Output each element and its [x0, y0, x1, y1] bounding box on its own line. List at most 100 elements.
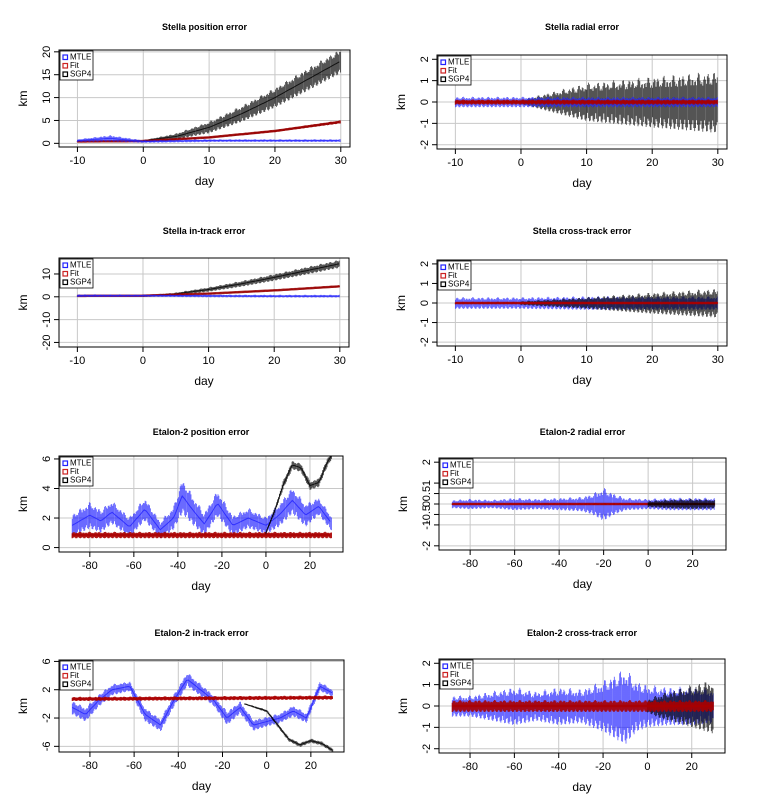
y-tick-label: 1 — [419, 280, 431, 286]
y-tick-label: -2 — [419, 337, 431, 347]
y-axis-label: km — [16, 295, 30, 311]
y-tick-label: 1 — [421, 480, 433, 486]
legend-label-sgp4: SGP4 — [70, 680, 92, 689]
x-tick-label: 20 — [686, 761, 698, 773]
x-axis-label: day — [191, 579, 210, 593]
y-tick-label: 2 — [419, 261, 431, 267]
x-tick-label: -10 — [447, 354, 463, 366]
y-tick-label: -1 — [421, 722, 433, 732]
x-tick-label: -40 — [170, 560, 186, 572]
y-tick-label: 2 — [41, 687, 53, 693]
y-tick-label: 1 — [421, 682, 433, 688]
x-tick-label: 0 — [263, 560, 269, 572]
x-tick-label: 20 — [687, 558, 699, 570]
x-tick-label: -60 — [506, 761, 522, 773]
y-tick-label: 6 — [41, 658, 53, 664]
x-tick-label: -80 — [462, 761, 478, 773]
x-tick-label: 10 — [202, 355, 214, 367]
legend-label-sgp4: SGP4 — [448, 280, 470, 289]
x-axis-label: day — [192, 779, 211, 793]
series-mtle — [72, 483, 331, 538]
x-tick-label: -40 — [551, 761, 567, 773]
chart-title: Stella radial error — [545, 22, 620, 32]
y-tick-label: 5 — [41, 117, 53, 123]
series-mtle — [72, 674, 332, 731]
y-tick-label: 1 — [419, 78, 431, 84]
x-tick-label: -60 — [507, 558, 523, 570]
y-tick-label: 10 — [41, 268, 53, 280]
y-tick-label: 6 — [41, 456, 53, 462]
x-axis-label: day — [572, 176, 591, 190]
legend-label-sgp4: SGP4 — [70, 70, 92, 79]
data-layer — [452, 672, 713, 744]
x-axis-label: day — [573, 577, 592, 591]
x-tick-label: -40 — [551, 558, 567, 570]
chart-title: Etalon-2 cross-track error — [527, 628, 638, 638]
y-tick-label: -2 — [421, 744, 433, 754]
data-layer — [72, 452, 332, 538]
y-axis-label: km — [16, 91, 30, 107]
x-tick-label: 10 — [203, 155, 215, 167]
y-tick-label: -2 — [421, 541, 433, 551]
x-tick-label: 30 — [712, 157, 724, 169]
y-tick-label: -1 — [419, 318, 431, 328]
plot-frame — [59, 660, 344, 752]
series-fit — [72, 695, 332, 701]
x-tick-label: -10 — [69, 355, 85, 367]
chart-title: Stella position error — [162, 22, 248, 32]
x-tick-label: -80 — [82, 760, 98, 772]
chart-title: Etalon-2 position error — [153, 427, 250, 437]
y-tick-label: 0 — [419, 99, 431, 105]
y-axis-label: km — [16, 496, 30, 512]
y-tick-label: 0 — [419, 300, 431, 306]
x-tick-label: -20 — [595, 761, 611, 773]
series-points — [72, 674, 332, 731]
x-tick-label: 0 — [645, 558, 651, 570]
x-tick-label: 20 — [305, 760, 317, 772]
x-axis-label: day — [195, 174, 214, 188]
y-axis-label: km — [16, 698, 30, 714]
y-tick-label: -2 — [419, 140, 431, 150]
x-tick-label: -20 — [215, 760, 231, 772]
x-tick-label: 20 — [646, 354, 658, 366]
x-tick-label: 0 — [264, 760, 270, 772]
x-tick-label: 0 — [518, 157, 524, 169]
y-tick-label: -20 — [41, 334, 53, 350]
x-tick-label: -10 — [69, 155, 85, 167]
x-tick-label: 10 — [580, 157, 592, 169]
chart-title: Etalon-2 radial error — [540, 427, 626, 437]
x-tick-label: -40 — [170, 760, 186, 772]
series-center — [72, 698, 332, 699]
x-tick-label: 10 — [580, 354, 592, 366]
legend-label-sgp4: SGP4 — [70, 476, 92, 485]
x-tick-label: 0 — [140, 355, 146, 367]
x-tick-label: 30 — [334, 355, 346, 367]
legend-label-sgp4: SGP4 — [70, 278, 92, 287]
series-points — [143, 52, 340, 141]
y-tick-label: 0 — [41, 545, 53, 551]
x-tick-label: 30 — [335, 155, 347, 167]
series-fit — [455, 302, 717, 304]
y-tick-label: 15 — [41, 69, 53, 81]
y-axis-label: km — [396, 698, 410, 714]
y-tick-label: -10 — [41, 312, 53, 328]
chart-title: Stella cross-track error — [533, 226, 632, 236]
x-tick-label: -20 — [214, 560, 230, 572]
y-tick-label: -2 — [41, 713, 53, 723]
y-tick-label: 10 — [41, 91, 53, 103]
